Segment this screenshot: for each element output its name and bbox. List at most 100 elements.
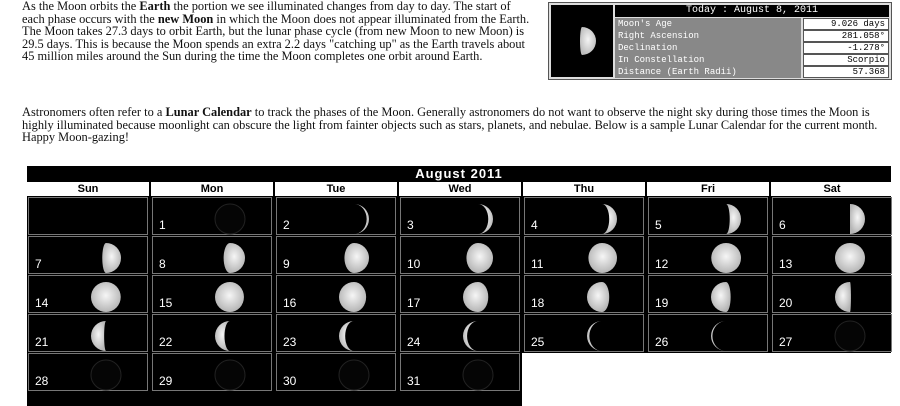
moon-phase-icon	[587, 282, 610, 312]
moon-phase-icon	[223, 243, 245, 273]
intro-bold-earth: Earth	[139, 0, 171, 13]
day-number: 19	[655, 296, 669, 310]
weekday-tue: Tue	[275, 182, 397, 196]
calendar-day-cell: 17	[400, 275, 520, 313]
calendar-day-cell: 4	[524, 197, 644, 235]
moon-phase-icon	[834, 320, 866, 352]
info-row-label: Declination	[615, 42, 801, 54]
calendar-day-cell: 3	[400, 197, 520, 235]
day-number: 25	[531, 335, 545, 349]
moon-today-image	[551, 5, 613, 77]
weekday-wed: Wed	[399, 182, 521, 196]
day-number: 11	[531, 257, 544, 271]
weekday-thu: Thu	[523, 182, 645, 196]
weekday-mon: Mon	[151, 182, 273, 196]
info-row-value: -1.278°	[803, 42, 889, 54]
intro-bold-new-moon: new Moon	[157, 11, 214, 26]
day-number: 23	[283, 335, 297, 349]
moon-info-panel: Today : August 8, 2011 Moon's Age 9.026 d…	[548, 2, 892, 80]
calendar-day-cell: 16	[276, 275, 396, 313]
moon-phase-icon	[215, 282, 244, 312]
calendar-day-cell: 29	[152, 353, 272, 391]
calendar-empty-cell	[28, 197, 148, 235]
day-number: 21	[35, 335, 49, 349]
day-number: 30	[283, 374, 297, 388]
moon-phase-icon	[587, 321, 602, 351]
calendar-day-cell: 12	[648, 236, 768, 274]
day-number: 12	[655, 257, 669, 271]
moon-phase-icon	[463, 321, 478, 351]
day-number: 3	[407, 218, 414, 232]
moon-phase-icon	[91, 282, 121, 312]
calendar-day-cell: 23	[276, 314, 396, 352]
calendar-day-cell: 27	[772, 314, 892, 352]
calendar-day-cell: 28	[28, 353, 148, 391]
day-number: 13	[779, 257, 793, 271]
calendar-day-cell: 9	[276, 236, 396, 274]
calendar-day-cell: 11	[524, 236, 644, 274]
day-number: 16	[283, 296, 297, 310]
day-number: 27	[779, 335, 793, 349]
moon-phase-icon	[344, 243, 369, 273]
calendar-day-cell: 6	[772, 197, 892, 235]
calendar-day-cell: 2	[276, 197, 396, 235]
moon-phase-icon	[711, 282, 731, 312]
para-bold-lunar-calendar: Lunar Calendar	[165, 105, 252, 119]
calendar-day-cell: 1	[152, 197, 272, 235]
moon-phase-icon	[102, 243, 121, 273]
moon-phase-icon	[214, 203, 246, 235]
calendar-day-cell: 31	[400, 353, 520, 391]
moon-phase-icon	[339, 282, 367, 312]
moon-phase-icon	[602, 204, 617, 234]
day-number: 28	[35, 374, 49, 388]
moon-phase-icon	[462, 359, 494, 391]
moon-phase-icon	[478, 204, 493, 234]
info-title: Today : August 8, 2011	[615, 5, 889, 17]
day-number: 18	[531, 296, 545, 310]
day-number: 5	[655, 218, 662, 232]
day-number: 8	[159, 257, 166, 271]
calendar-day-cell: 20	[772, 275, 892, 313]
calendar-day-cell: 25	[524, 314, 644, 352]
day-number: 2	[283, 218, 290, 232]
intro-part: in which the Moon does not appear illumi…	[22, 11, 530, 64]
moon-phase-icon	[354, 204, 369, 234]
info-row-value: Scorpio	[803, 54, 889, 66]
calendar-day-cell: 22	[152, 314, 272, 352]
day-number: 17	[407, 296, 421, 310]
intro-part: the portion we see illuminated changes f…	[22, 0, 511, 26]
day-number: 24	[407, 335, 421, 349]
day-number: 29	[159, 374, 173, 388]
moon-phase-icon	[711, 321, 726, 351]
day-number: 26	[655, 335, 669, 349]
day-number: 4	[531, 218, 538, 232]
day-number: 9	[283, 257, 290, 271]
moon-phase-icon	[214, 359, 246, 391]
info-row-label: Right Ascension	[615, 30, 801, 42]
calendar-day-cell: 18	[524, 275, 644, 313]
calendar-day-cell: 8	[152, 236, 272, 274]
info-row: In Constellation Scorpio	[615, 54, 889, 66]
weekday-sun: Sun	[27, 182, 149, 196]
moon-phase-icon	[338, 359, 370, 391]
day-number: 1	[159, 218, 166, 232]
calendar-day-cell: 10	[400, 236, 520, 274]
info-row: Declination -1.278°	[615, 42, 889, 54]
moon-phase-icon	[91, 321, 106, 351]
calendar-day-cell: 14	[28, 275, 148, 313]
moon-phase-icon	[726, 204, 741, 234]
moon-phase-icon	[835, 282, 851, 312]
moon-phase-icon	[850, 204, 865, 234]
info-row-label: Moon's Age	[615, 18, 801, 30]
moon-phase-icon	[466, 243, 493, 273]
calendar-day-cell: 13	[772, 236, 892, 274]
info-row-value: 57.368	[803, 66, 889, 78]
info-row-label: Distance (Earth Radii)	[615, 66, 801, 78]
calendar-day-cell: 5	[648, 197, 768, 235]
moon-phase-icon	[463, 282, 489, 312]
moon-phase-icon	[711, 243, 741, 273]
calendar-day-cell: 30	[276, 353, 396, 391]
calendar-day-cell: 7	[28, 236, 148, 274]
day-number: 31	[407, 374, 421, 388]
